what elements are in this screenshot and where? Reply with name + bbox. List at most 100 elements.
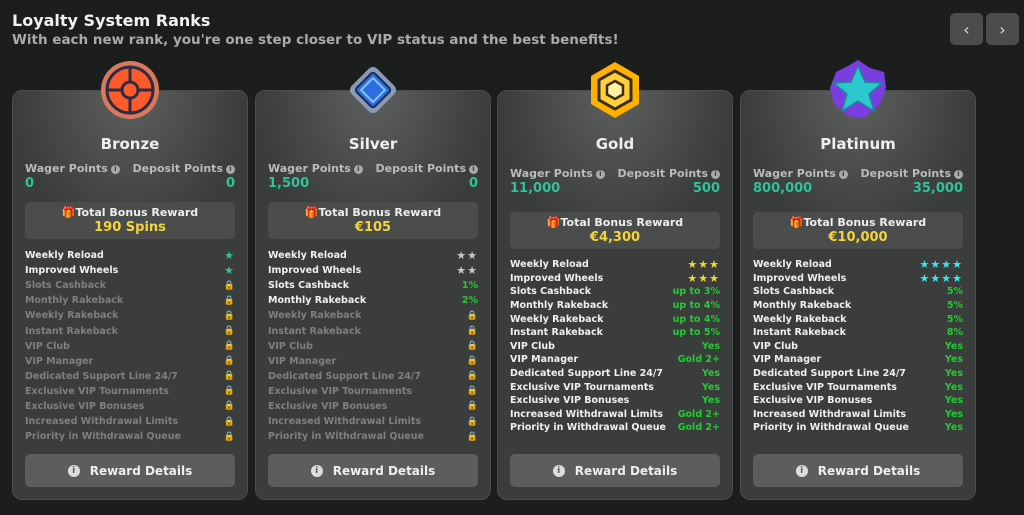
benefit-value: Yes [701, 381, 720, 393]
reward-details-button[interactable]: i Reward Details [25, 454, 235, 487]
info-icon[interactable]: i [595, 170, 605, 179]
benefit-row: Instant Rakeback 🔒 [268, 323, 478, 338]
bronze-target-icon [100, 60, 160, 120]
reward-details-button[interactable]: i Reward Details [510, 454, 720, 487]
benefit-row: Instant Rakeback 🔒 [25, 323, 235, 338]
benefit-row: Dedicated Support Line 24/7 🔒 [25, 369, 235, 384]
stars-rating: ★★★ [687, 271, 720, 285]
wager-value: 800,000 [753, 181, 813, 196]
benefit-label: Exclusive VIP Bonuses [753, 395, 873, 407]
lock-icon: 🔒 [466, 386, 478, 397]
benefit-label: Weekly Rakeback [510, 313, 604, 325]
reward-label: Total Bonus Reward [560, 216, 684, 229]
gift-icon: 🎁 [61, 206, 76, 219]
benefits-list: Weekly Reload ★ Improved Wheels ★ Slots Cash… [25, 248, 235, 444]
deposit-value: 0 [225, 176, 235, 191]
lock-icon: 🔒 [223, 416, 235, 427]
deposit-value: 35,000 [912, 181, 963, 196]
prev-button[interactable]: ‹ [950, 13, 983, 45]
benefit-row: VIP Club 🔒 [268, 339, 478, 354]
benefit-row: Exclusive VIP Tournaments 🔒 [268, 384, 478, 399]
benefit-label: Weekly Rakeback [268, 310, 362, 322]
info-icon: i [310, 464, 323, 477]
benefit-row: Priority in Withdrawal Queue 🔒 [25, 429, 235, 444]
benefit-row: Weekly Reload ★★ [268, 248, 478, 263]
gold-hexagon-icon [585, 60, 645, 120]
benefit-label: Priority in Withdrawal Queue [25, 431, 181, 443]
reward-amount: 190 Spins [94, 220, 166, 235]
benefit-value: Yes [944, 422, 963, 434]
benefit-label: Increased Withdrawal Limits [753, 408, 907, 420]
page-subtitle: With each new rank, you're one step clos… [12, 32, 619, 48]
benefit-label: Priority in Withdrawal Queue [510, 422, 666, 434]
benefit-label: Slots Cashback [753, 286, 835, 298]
benefit-label: VIP Manager [753, 354, 822, 366]
benefit-row: Monthly Rakeback 🔒 [25, 293, 235, 308]
benefits-list: Weekly Reload ★★ Improved Wheels ★★ Slots Ca… [268, 248, 478, 444]
info-icon[interactable]: i [353, 165, 363, 174]
benefit-row: VIP Manager 🔒 [25, 354, 235, 369]
lock-icon: 🔒 [466, 310, 478, 321]
benefit-value: up to 4% [672, 313, 720, 325]
info-icon[interactable]: i [954, 170, 963, 179]
rank-card-silver: Silver Wager Points i 1,500 Deposit Points… [255, 90, 491, 500]
lock-icon: 🔒 [223, 280, 235, 291]
info-icon[interactable]: i [469, 165, 478, 174]
benefit-label: Slots Cashback [510, 286, 592, 298]
benefit-value: 1% [461, 280, 478, 292]
benefit-label: Exclusive VIP Tournaments [25, 385, 169, 397]
benefit-label: Weekly Reload [25, 250, 104, 262]
benefit-label: VIP Manager [510, 354, 579, 366]
benefit-label: Priority in Withdrawal Queue [268, 431, 424, 443]
next-button[interactable]: › [986, 13, 1019, 45]
deposit-label: Deposit Points [375, 162, 466, 175]
stars-rating: ★★★★ [919, 271, 963, 285]
benefit-label: Weekly Reload [268, 250, 347, 262]
benefit-label: Weekly Rakeback [753, 313, 847, 325]
points-section: Wager Points i 800,000 Deposit Points i 35,0… [753, 167, 963, 196]
stars-rating: ★★ [456, 264, 478, 278]
rank-name: Bronze [100, 135, 160, 153]
benefit-value: 5% [946, 300, 963, 312]
gift-icon: 🎁 [789, 216, 804, 229]
benefit-row: Increased Withdrawal Limits 🔒 [268, 414, 478, 429]
chevron-right-icon: › [999, 19, 1006, 39]
benefit-label: Exclusive VIP Tournaments [268, 385, 412, 397]
benefit-row: VIP Manager Gold 2+ [510, 353, 720, 367]
benefit-value: Gold 2+ [677, 408, 720, 420]
info-icon[interactable]: i [711, 170, 720, 179]
benefit-value: Yes [944, 381, 963, 393]
deposit-label: Deposit Points [132, 162, 223, 175]
benefit-row: Monthly Rakeback 2% [268, 293, 478, 308]
benefit-value: Yes [944, 340, 963, 352]
benefit-label: Slots Cashback [25, 280, 107, 292]
benefit-label: Improved Wheels [510, 272, 604, 284]
benefit-row: Improved Wheels ★★ [268, 263, 478, 278]
benefit-label: Weekly Reload [753, 259, 832, 271]
reward-details-button[interactable]: i Reward Details [268, 454, 478, 487]
chevron-left-icon: ‹ [963, 19, 970, 39]
benefit-value: up to 4% [672, 300, 720, 312]
benefit-row: Weekly Rakeback up to 4% [510, 312, 720, 326]
points-section: Wager Points i 11,000 Deposit Points i 500 [510, 167, 720, 196]
benefit-row: Slots Cashback 🔒 [25, 278, 235, 293]
info-icon[interactable]: i [110, 165, 120, 174]
benefit-row: Dedicated Support Line 24/7 Yes [510, 367, 720, 381]
benefit-row: Dedicated Support Line 24/7 Yes [753, 367, 963, 381]
benefit-label: Dedicated Support Line 24/7 [25, 370, 178, 382]
benefit-row: Increased Withdrawal Limits Gold 2+ [510, 408, 720, 422]
benefit-label: VIP Manager [25, 355, 94, 367]
total-bonus-reward: 🎁Total Bonus Reward €10,000 [753, 212, 963, 249]
info-icon[interactable]: i [838, 170, 848, 179]
benefit-label: Instant Rakeback [510, 327, 603, 339]
benefit-value: Yes [701, 340, 720, 352]
benefit-row: Instant Rakeback up to 5% [510, 326, 720, 340]
reward-details-button[interactable]: i Reward Details [753, 454, 963, 487]
benefit-row: Weekly Reload ★ [25, 248, 235, 263]
benefit-row: Weekly Rakeback 🔒 [268, 308, 478, 323]
benefit-label: Improved Wheels [753, 272, 847, 284]
benefit-row: Increased Withdrawal Limits 🔒 [25, 414, 235, 429]
benefit-label: VIP Club [753, 340, 798, 352]
benefit-label: Exclusive VIP Tournaments [510, 381, 654, 393]
info-icon[interactable]: i [226, 165, 235, 174]
